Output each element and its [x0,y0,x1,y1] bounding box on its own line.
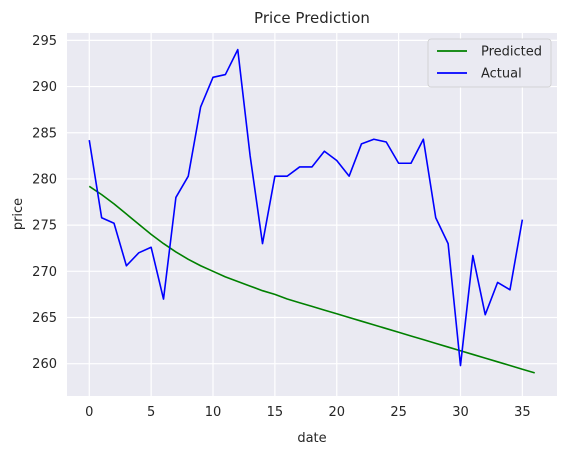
chart-title: Price Prediction [254,9,370,27]
x-tick-labels: 0 5 10 15 20 25 30 35 [85,405,530,420]
legend: Predicted Actual [427,38,552,88]
series-line-actual [88,48,524,367]
y-tick-label: 290 [32,80,57,95]
y-tick-label: 265 [32,311,57,326]
x-tick-label: 35 [514,405,531,420]
series-layer [88,48,535,374]
series-line-predicted [88,185,535,374]
x-tick-label: 25 [390,405,407,420]
y-tick-label: 270 [32,265,57,280]
x-axis-label: date [297,431,326,446]
x-tick-label: 20 [328,405,345,420]
y-axis-label: price [11,198,26,230]
x-tick-label: 5 [147,405,155,420]
y-tick-label: 285 [32,126,57,141]
legend-label-actual: Actual [481,67,522,82]
y-gridlines [67,39,557,365]
y-tick-label: 280 [32,172,57,187]
y-tick-label: 295 [32,34,57,49]
legend-label-predicted: Predicted [481,45,542,60]
y-tick-label: 260 [32,357,57,372]
y-tick-label: 275 [32,219,57,234]
x-tick-label: 15 [267,405,284,420]
x-tick-label: 10 [205,405,222,420]
x-gridlines [88,33,523,396]
x-tick-label: 30 [452,405,469,420]
y-tick-labels: 260 265 270 275 280 285 290 295 [32,34,57,372]
x-tick-label: 0 [85,405,93,420]
plot-background [67,33,557,396]
